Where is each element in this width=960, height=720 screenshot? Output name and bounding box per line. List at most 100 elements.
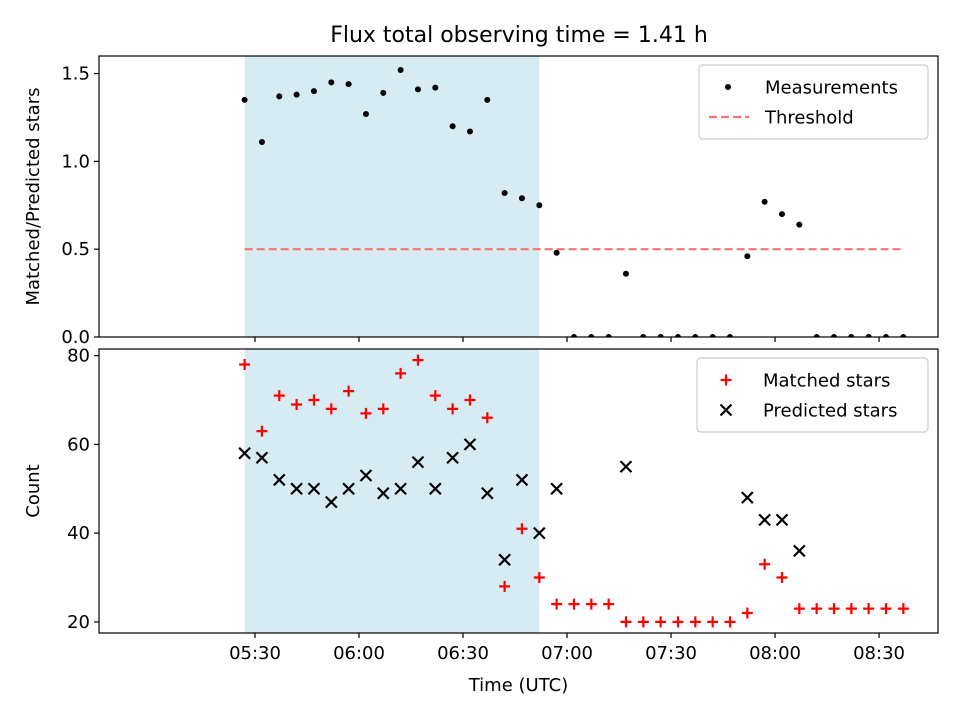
measurements-point — [900, 334, 907, 337]
x-tick-label: 07:30 — [645, 643, 697, 664]
measurements-point — [345, 81, 352, 88]
measurements-point — [830, 334, 837, 337]
predicted-stars-point — [377, 486, 390, 500]
predicted-stars-point — [775, 513, 789, 527]
measurements-point — [328, 79, 335, 86]
measurements-point — [674, 334, 681, 337]
x-tick-label: 06:30 — [437, 643, 489, 664]
matched-stars-point — [533, 572, 545, 584]
measurements-point — [657, 334, 664, 337]
measurements-point — [709, 334, 716, 337]
matched-stars-point — [724, 616, 736, 628]
matched-stars-point — [707, 616, 719, 628]
measurements-point — [726, 334, 733, 337]
chart-title: Flux total observing time = 1.41 h — [330, 23, 708, 48]
measurements-point — [258, 139, 265, 146]
measurements-point — [588, 334, 595, 337]
observing-window-span — [244, 56, 540, 337]
measurements-point — [882, 334, 889, 337]
matched-stars-point — [429, 390, 441, 402]
legend-measurements-swatch — [725, 84, 731, 90]
measurements-point — [553, 249, 560, 256]
legend-predicted-stars-label: Predicted stars — [763, 401, 897, 422]
matched-stars-point — [360, 407, 372, 419]
matched-stars-point — [256, 425, 268, 437]
measurements-point — [605, 334, 612, 337]
measurements-point — [449, 123, 456, 130]
y-tick-label: 1.0 — [61, 151, 90, 172]
measurements-point — [380, 89, 387, 96]
predicted-stars-point — [463, 438, 477, 451]
predicted-stars-point — [741, 491, 754, 504]
measurements-point — [536, 202, 543, 209]
legend-matched-stars-label: Matched stars — [763, 371, 890, 392]
predicted-stars-point — [793, 544, 806, 558]
matched-stars-point — [863, 603, 875, 615]
measurements-point — [813, 334, 820, 337]
measurements-point — [848, 334, 855, 337]
measurements-point — [310, 88, 317, 95]
measurements-point — [744, 253, 751, 260]
measurements-point — [241, 96, 248, 103]
data-layer — [238, 354, 909, 628]
x-axis-label: Time (UTC) — [468, 675, 569, 696]
y-axis-label: Count — [23, 464, 44, 517]
x-tick-label: 05:30 — [229, 643, 281, 664]
matched-stars-point — [689, 616, 701, 628]
legend-predicted-stars-swatch — [719, 403, 733, 417]
y-tick-label: 1.5 — [61, 64, 90, 85]
plot-frame — [98, 55, 939, 338]
matched-stars-point — [308, 394, 320, 406]
matched-stars-point — [412, 354, 424, 366]
matched-stars-point — [568, 598, 580, 610]
measurements-point — [570, 334, 577, 337]
matched-stars-point — [811, 603, 823, 615]
matched-stars-point — [897, 603, 909, 615]
measurements-point — [518, 195, 525, 202]
matched-stars-point — [291, 398, 303, 410]
matched-stars-point — [655, 616, 667, 628]
measurements-point — [293, 91, 300, 98]
measurements-point — [761, 198, 768, 205]
measurements-point — [796, 221, 803, 228]
measurements-point — [640, 334, 647, 337]
predicted-stars-point — [481, 486, 494, 500]
measurements-point — [484, 96, 491, 103]
predicted-stars-point — [446, 451, 459, 464]
data-layer — [241, 67, 907, 337]
measurements-point — [778, 211, 785, 218]
y-tick-label: 80 — [67, 346, 90, 367]
legend-box — [696, 357, 929, 433]
legend: Matched stars Predicted stars — [696, 357, 929, 433]
predicted-stars-point — [429, 482, 442, 496]
bottom-panel: 20 40 60 80 05:30 06:00 06:30 07:00 07:30 08:00 08… — [23, 346, 939, 696]
y-tick-label: 0.5 — [61, 239, 90, 260]
matched-stars-point — [395, 367, 407, 379]
predicted-stars-point — [550, 482, 563, 496]
top-panel: 0.0 0.5 1.0 1.5 Matched/Predicted stars Measu… — [23, 55, 939, 348]
matched-stars-point — [585, 598, 597, 610]
predicted-stars-point — [290, 482, 303, 496]
x-tick-label: 06:00 — [333, 643, 385, 664]
predicted-stars-point — [342, 482, 355, 496]
predicted-stars-point — [758, 513, 771, 527]
matched-stars-point — [516, 523, 528, 535]
x-tick-label: 08:30 — [853, 643, 905, 664]
matched-stars-point — [481, 412, 493, 424]
matched-stars-point — [672, 616, 684, 628]
matched-stars-point — [880, 603, 892, 615]
matched-stars-point — [499, 580, 511, 592]
y-tick-label: 40 — [67, 523, 90, 544]
matched-stars-point — [620, 616, 632, 628]
legend-threshold-label: Threshold — [764, 108, 854, 129]
predicted-stars-point — [359, 469, 373, 482]
predicted-stars-point — [411, 455, 425, 469]
matched-stars-point — [637, 616, 649, 628]
y-tick-label: 60 — [67, 434, 90, 455]
matched-stars-point — [464, 394, 476, 406]
measurements-point — [466, 128, 473, 135]
matched-stars-point — [551, 598, 563, 610]
legend: Measurements Threshold — [698, 64, 929, 140]
matched-stars-point — [377, 403, 389, 415]
